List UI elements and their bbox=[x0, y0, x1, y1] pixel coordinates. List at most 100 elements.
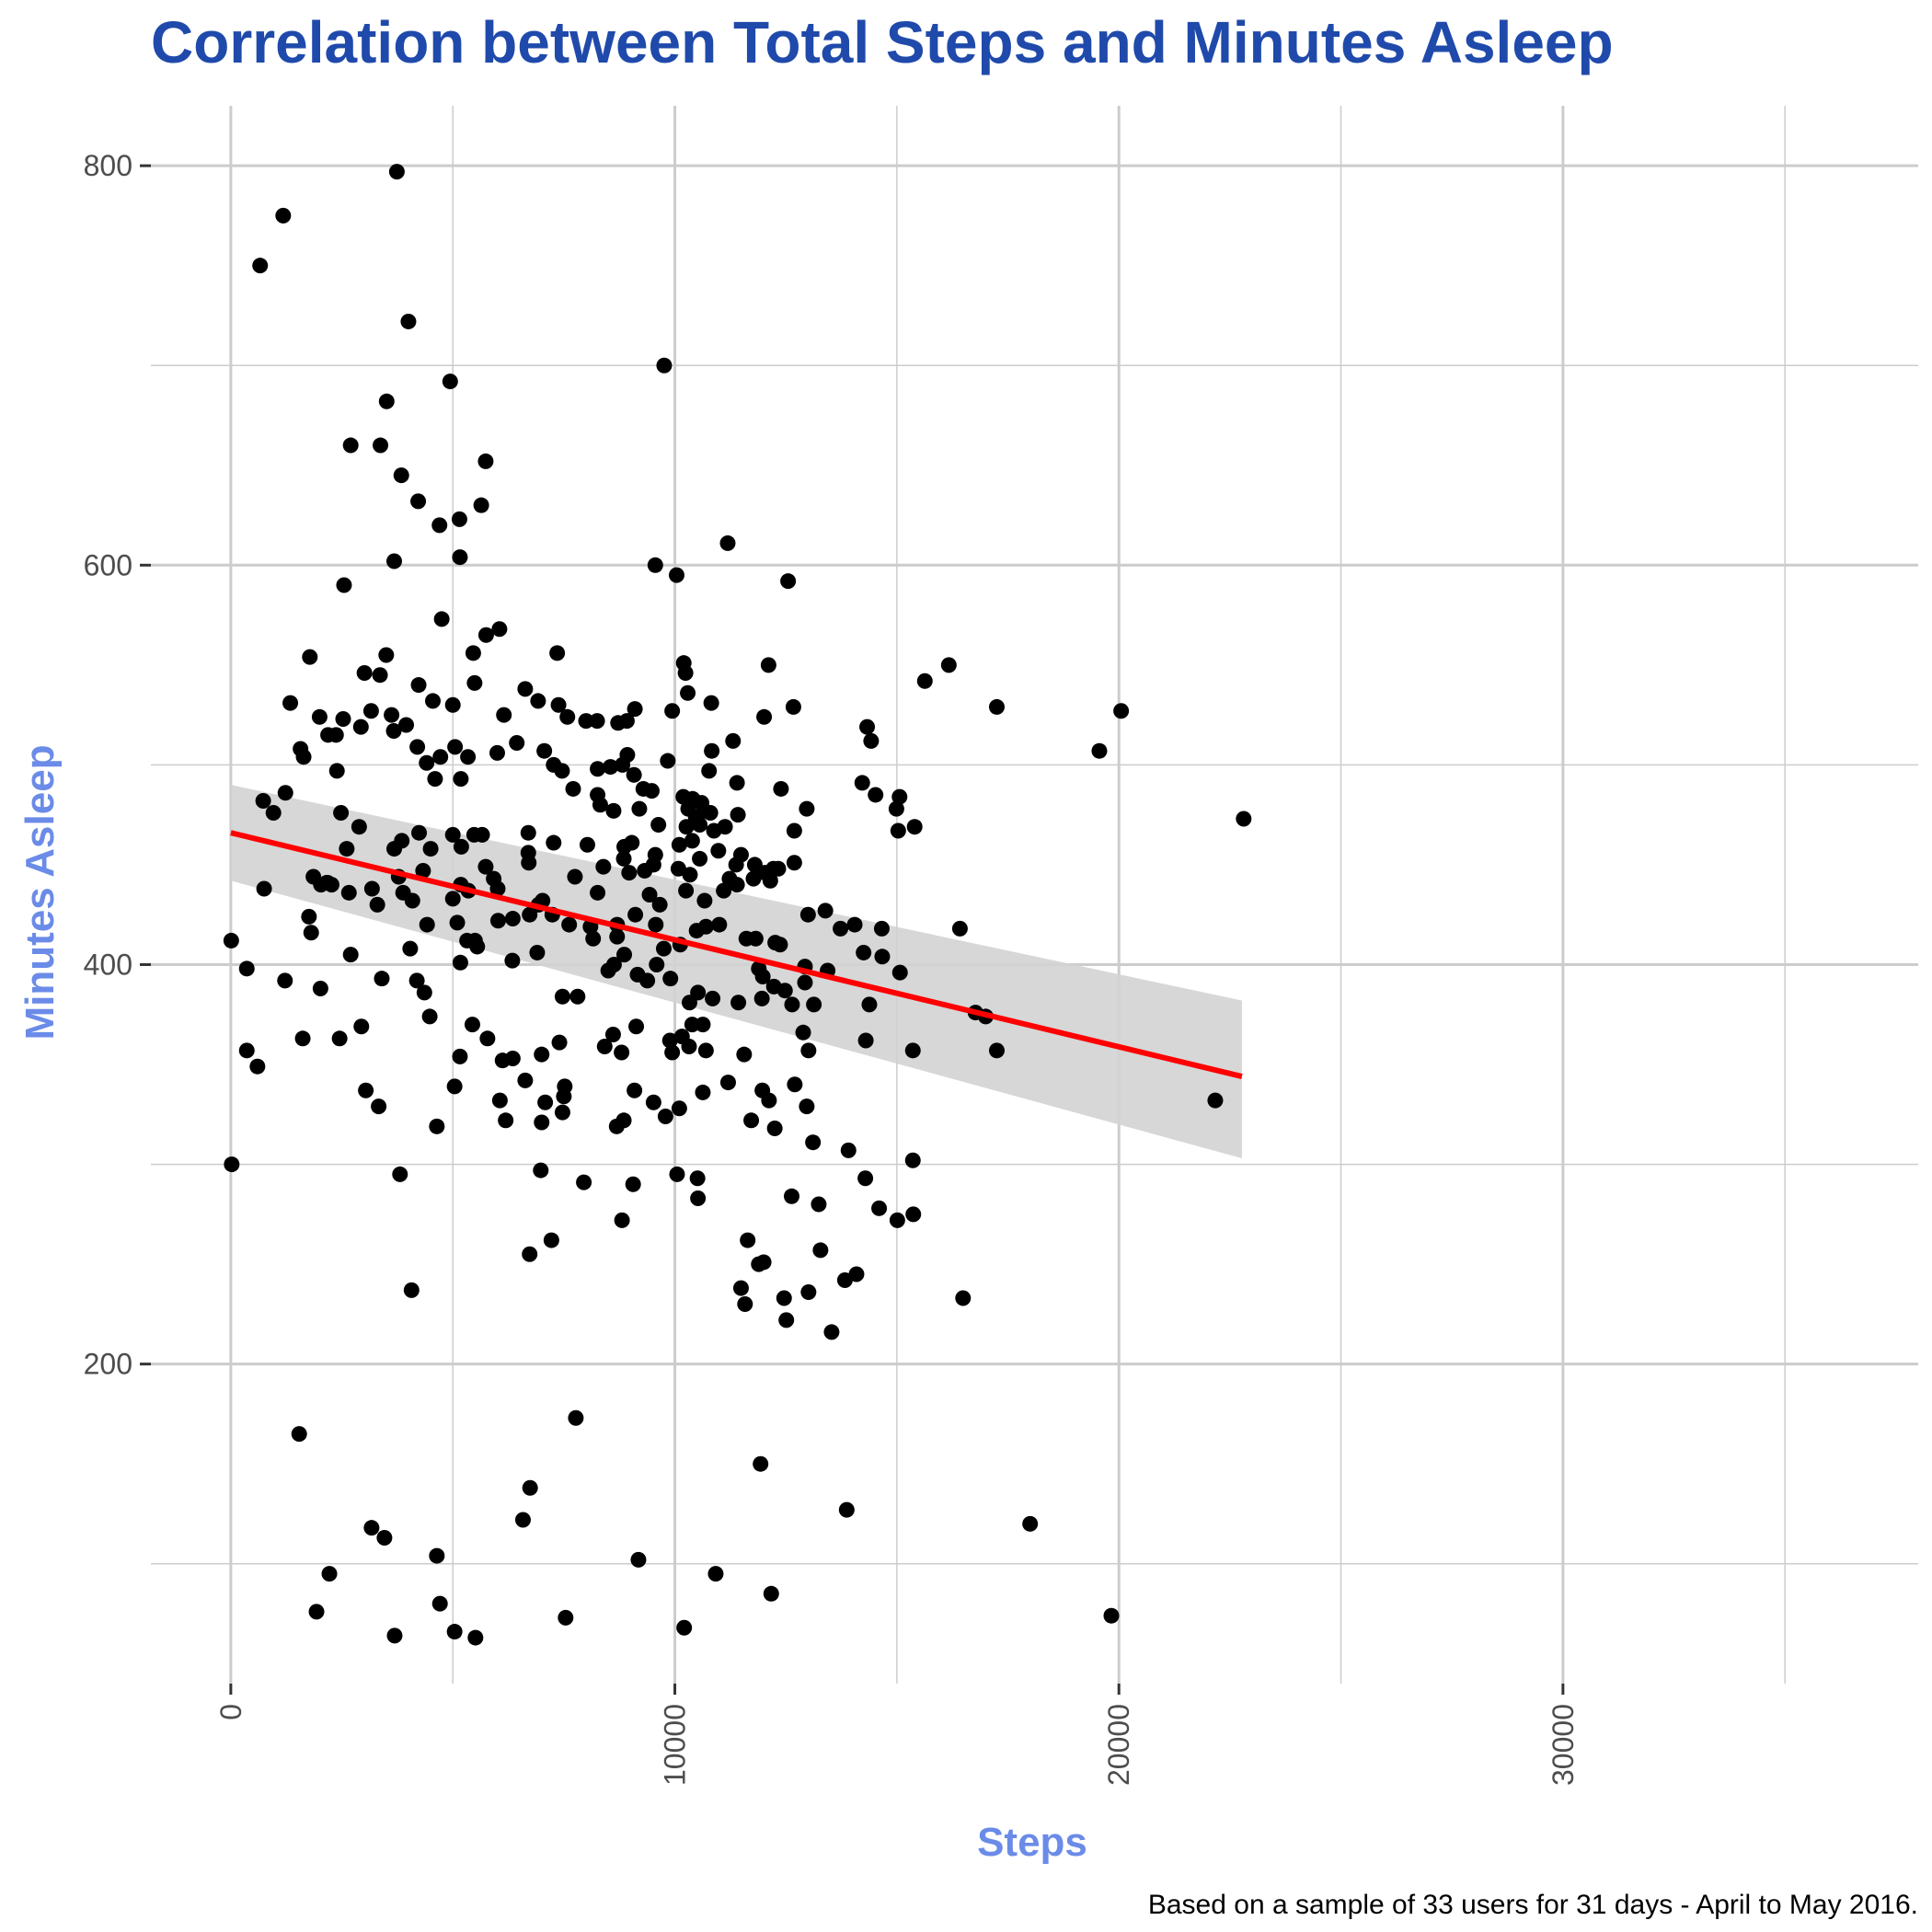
data-point bbox=[681, 995, 697, 1011]
data-point bbox=[409, 739, 426, 755]
y-tick-label: 400 bbox=[84, 948, 132, 981]
data-point bbox=[429, 1547, 445, 1564]
data-point bbox=[371, 1098, 387, 1115]
data-point bbox=[447, 739, 464, 755]
data-point bbox=[223, 932, 239, 949]
data-point bbox=[416, 984, 432, 1001]
data-point bbox=[656, 357, 673, 374]
data-point bbox=[589, 713, 605, 730]
data-point bbox=[529, 944, 546, 960]
data-point bbox=[627, 906, 644, 923]
data-point bbox=[605, 802, 622, 819]
data-point bbox=[422, 841, 439, 857]
data-point bbox=[534, 1114, 550, 1131]
data-point bbox=[537, 1094, 554, 1110]
data-point bbox=[797, 974, 813, 991]
data-point bbox=[255, 792, 271, 809]
data-point bbox=[649, 956, 665, 972]
data-point bbox=[491, 1092, 508, 1109]
data-point bbox=[444, 696, 461, 713]
data-point bbox=[498, 1112, 514, 1129]
data-point bbox=[729, 775, 745, 791]
data-point bbox=[719, 1075, 736, 1091]
data-point bbox=[707, 1566, 724, 1582]
data-point bbox=[238, 960, 255, 977]
data-point bbox=[352, 719, 369, 735]
data-point bbox=[522, 1246, 538, 1262]
data-point bbox=[569, 988, 586, 1005]
data-point bbox=[701, 763, 718, 779]
data-point bbox=[363, 880, 380, 897]
data-point bbox=[340, 884, 357, 901]
data-point bbox=[645, 1094, 661, 1110]
data-point bbox=[303, 925, 319, 941]
data-point bbox=[905, 1206, 922, 1223]
data-point bbox=[400, 313, 417, 329]
data-point bbox=[489, 880, 506, 897]
data-point bbox=[678, 882, 695, 899]
data-point bbox=[291, 1426, 307, 1443]
data-point bbox=[605, 956, 622, 972]
data-point bbox=[614, 1212, 630, 1228]
data-point bbox=[386, 1627, 403, 1644]
data-point bbox=[859, 719, 876, 735]
data-point bbox=[684, 833, 700, 849]
data-point bbox=[477, 858, 494, 875]
data-point bbox=[421, 1008, 438, 1025]
data-point bbox=[256, 880, 272, 897]
data-point bbox=[765, 860, 782, 877]
data-point bbox=[732, 1280, 749, 1296]
data-point bbox=[568, 1409, 584, 1426]
data-point bbox=[624, 834, 640, 851]
data-point bbox=[559, 708, 576, 725]
data-point bbox=[836, 1271, 853, 1288]
data-point bbox=[491, 621, 508, 638]
data-point bbox=[773, 780, 789, 797]
data-point bbox=[392, 1166, 408, 1182]
data-point bbox=[517, 681, 534, 697]
data-point bbox=[670, 860, 686, 877]
data-point bbox=[641, 887, 658, 903]
data-point bbox=[328, 727, 344, 743]
data-point bbox=[619, 747, 636, 764]
data-point bbox=[891, 964, 908, 981]
data-point bbox=[554, 1104, 570, 1121]
data-point bbox=[615, 1112, 632, 1129]
data-point bbox=[697, 1042, 714, 1059]
data-point bbox=[626, 766, 642, 783]
data-point bbox=[648, 916, 664, 933]
chart-title: Correlation between Total Steps and Minu… bbox=[151, 9, 1614, 75]
data-point bbox=[786, 855, 802, 871]
data-point bbox=[302, 649, 318, 665]
data-point bbox=[496, 707, 512, 723]
data-point bbox=[308, 1604, 325, 1620]
y-tick-label: 200 bbox=[84, 1348, 132, 1381]
y-axis-title: Minutes Asleep bbox=[17, 744, 63, 1040]
data-point bbox=[363, 1520, 380, 1536]
data-point bbox=[398, 717, 415, 733]
data-point bbox=[628, 1018, 645, 1035]
data-point bbox=[660, 753, 676, 769]
data-point bbox=[753, 1455, 769, 1472]
data-point bbox=[546, 834, 562, 851]
data-point bbox=[664, 1044, 681, 1061]
data-point bbox=[817, 903, 834, 919]
data-point bbox=[614, 1044, 630, 1061]
data-point bbox=[323, 877, 339, 893]
data-point bbox=[783, 1188, 799, 1204]
data-point bbox=[252, 258, 269, 274]
data-point bbox=[565, 780, 581, 797]
data-point bbox=[661, 1032, 678, 1049]
data-point bbox=[838, 1501, 855, 1518]
data-point bbox=[737, 1296, 753, 1313]
data-point bbox=[728, 857, 744, 873]
data-point bbox=[730, 807, 746, 823]
data-point bbox=[479, 1030, 496, 1047]
data-point bbox=[249, 1058, 266, 1075]
data-point bbox=[710, 843, 727, 859]
data-point bbox=[889, 1212, 905, 1228]
data-point bbox=[579, 836, 595, 853]
data-point bbox=[951, 920, 968, 937]
data-point bbox=[631, 800, 648, 817]
data-point bbox=[353, 1018, 370, 1035]
